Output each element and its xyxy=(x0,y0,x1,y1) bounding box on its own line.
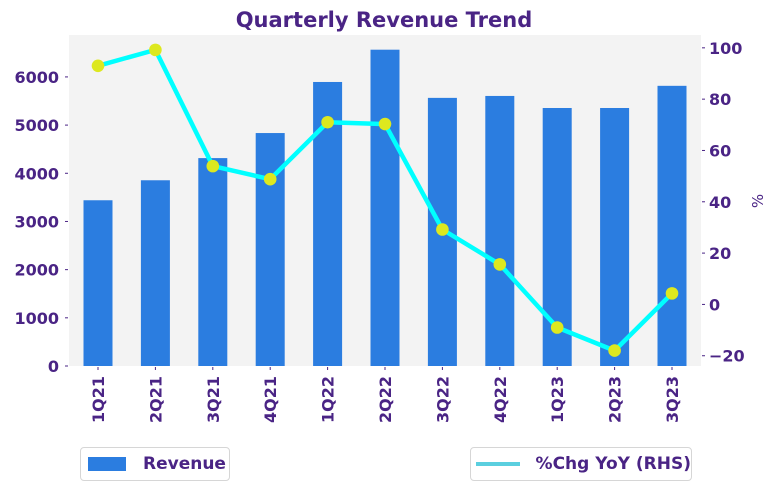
right-tick-label: 60 xyxy=(709,141,731,160)
bar-3Q23 xyxy=(657,85,687,367)
x-tick-label: 1Q22 xyxy=(319,376,338,423)
left-tick-label: 2000 xyxy=(14,261,59,280)
yoy-point-3Q23 xyxy=(665,287,679,300)
yoy-point-4Q22 xyxy=(493,258,507,271)
bar-3Q21 xyxy=(198,158,228,366)
x-tick-label: 2Q23 xyxy=(606,376,625,423)
x-tick-label: 1Q23 xyxy=(548,376,567,423)
bar-1Q21 xyxy=(83,200,113,366)
x-axis: 1Q21 2Q21 3Q21 4Q21 1Q22 2Q22 3Q22 4Q22 1Q23 2Q23… xyxy=(89,367,682,423)
legend-line-swatch-icon xyxy=(476,462,520,466)
x-tick-label: 3Q21 xyxy=(204,376,223,423)
yoy-point-1Q22 xyxy=(321,115,334,129)
left-tick-label: 1000 xyxy=(14,309,59,328)
chart-title: Quarterly Revenue Trend xyxy=(236,8,533,32)
legend-yoy: %Chg YoY (RHS) xyxy=(470,447,692,481)
left-axis: 0 1000 2000 3000 4000 5000 6000 xyxy=(14,68,68,376)
x-tick-label: 2Q22 xyxy=(376,376,395,423)
left-tick-label: 3000 xyxy=(14,212,59,231)
x-tick-label: 3Q23 xyxy=(663,376,682,423)
yoy-point-3Q21 xyxy=(206,159,220,173)
right-tick-label: 100 xyxy=(709,39,742,58)
bar-4Q22 xyxy=(485,95,515,366)
right-tick-label: −20 xyxy=(709,347,745,366)
yoy-line-layer xyxy=(91,43,679,357)
legend-revenue-label: Revenue xyxy=(143,454,226,474)
bar-2Q23 xyxy=(600,107,630,367)
left-tick-label: 5000 xyxy=(14,116,59,135)
x-tick-label: 1Q21 xyxy=(89,376,108,423)
right-tick-label: 20 xyxy=(709,244,731,263)
legend-yoy-label: %Chg YoY (RHS) xyxy=(535,454,691,474)
left-tick-label: 4000 xyxy=(14,164,59,183)
x-tick-label: 4Q21 xyxy=(261,376,280,423)
right-axis-label: % xyxy=(749,194,767,208)
left-tick-label: 0 xyxy=(48,357,59,376)
right-axis: −20 0 20 40 60 80 100 xyxy=(702,39,745,366)
legend-revenue: Revenue xyxy=(80,447,230,481)
yoy-point-2Q23 xyxy=(608,344,621,357)
right-tick-label: 0 xyxy=(709,295,720,314)
yoy-point-1Q21 xyxy=(91,59,105,73)
right-tick-label: 80 xyxy=(709,90,731,109)
yoy-point-4Q21 xyxy=(263,172,277,186)
x-tick-label: 4Q22 xyxy=(491,376,510,423)
yoy-point-1Q23 xyxy=(550,321,564,334)
legend-bar-swatch-icon xyxy=(88,457,126,471)
left-tick-label: 6000 xyxy=(14,68,59,87)
yoy-point-2Q21 xyxy=(149,43,162,57)
right-tick-label: 40 xyxy=(709,193,731,212)
yoy-point-3Q22 xyxy=(436,223,449,236)
yoy-point-2Q22 xyxy=(378,117,392,131)
bar-2Q22 xyxy=(370,49,400,367)
x-tick-label: 2Q21 xyxy=(146,376,165,423)
bar-2Q21 xyxy=(140,180,170,366)
x-tick-label: 3Q22 xyxy=(433,376,452,423)
